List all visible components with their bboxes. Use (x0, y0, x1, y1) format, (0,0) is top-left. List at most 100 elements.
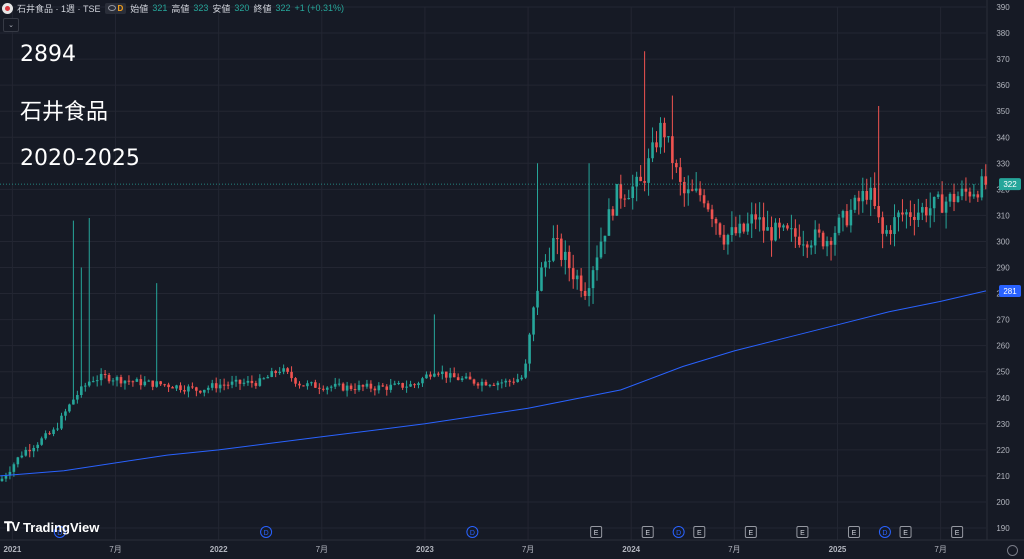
candle (76, 390, 79, 404)
tradingview-logo[interactable]: 𝐓V TradingView (4, 519, 99, 535)
candle (575, 269, 579, 290)
overlay-ticker: 2894 (20, 42, 76, 67)
candle (849, 199, 853, 233)
candle (393, 380, 397, 386)
candle (333, 377, 337, 390)
candle (694, 172, 698, 193)
last-price-label: 322 (1003, 180, 1017, 189)
candle (500, 379, 504, 389)
candle (16, 456, 20, 468)
candle (210, 379, 214, 391)
candle (282, 364, 285, 375)
candle (948, 192, 952, 207)
candle (405, 380, 408, 393)
dividend-marker (878, 526, 891, 538)
candle (425, 371, 428, 379)
candle (488, 383, 492, 388)
candle (853, 194, 857, 213)
candle (274, 369, 277, 378)
candle (679, 157, 682, 196)
candle (40, 436, 43, 446)
candle (817, 223, 821, 238)
candle (944, 196, 948, 229)
x-tick-label: 2025 (829, 545, 847, 554)
earnings-marker (641, 526, 654, 538)
candle (659, 117, 662, 154)
dividend-marker (260, 526, 273, 538)
candle (179, 382, 182, 393)
candle (877, 105, 880, 224)
y-tick-label: 260 (996, 342, 1010, 351)
earnings-marker (951, 526, 964, 538)
candle (964, 177, 968, 201)
candle (206, 385, 210, 394)
candle (924, 198, 928, 223)
candle (20, 451, 24, 459)
candle (508, 379, 512, 387)
candle (496, 380, 500, 391)
earnings-marker (590, 526, 603, 538)
dividend-marker-label: D (57, 530, 62, 537)
visibility-toggle[interactable]: D (104, 2, 127, 14)
candle (528, 332, 531, 372)
candle (698, 181, 702, 202)
candle (321, 385, 325, 392)
candle (234, 375, 238, 387)
candle (143, 376, 147, 387)
candle (738, 214, 742, 238)
earnings-marker-label: E (955, 530, 960, 537)
collapse-legend-button[interactable]: ⌄ (3, 18, 19, 32)
candle (734, 216, 738, 236)
candle (444, 371, 448, 383)
candle (905, 209, 908, 229)
candle (790, 214, 793, 242)
change-value: +1 (+0.31%) (294, 3, 345, 13)
candle (238, 379, 242, 390)
candle (861, 177, 865, 213)
candle (413, 383, 416, 389)
candle (163, 383, 166, 387)
candle (976, 190, 980, 202)
symbol-logo-icon (2, 2, 13, 14)
candle (583, 282, 587, 300)
candle (857, 190, 861, 215)
candle (167, 382, 170, 393)
candle (365, 379, 369, 389)
overlay-period: 2020-2025 (20, 146, 140, 171)
candle (127, 375, 131, 385)
chart-header: 石井食品 · 1週 · TSE D 始値 321 高値 323 安値 320 終… (2, 1, 344, 15)
candle (91, 376, 95, 383)
candle (44, 430, 47, 440)
candle (24, 446, 28, 457)
candle (480, 378, 484, 392)
candle (409, 380, 412, 387)
candle (318, 383, 321, 395)
candle (813, 220, 817, 255)
y-tick-label: 330 (996, 159, 1010, 168)
candle (460, 375, 464, 382)
candle (619, 174, 623, 209)
candle (671, 95, 674, 180)
candle (801, 230, 805, 257)
symbol-title[interactable]: 石井食品 · 1週 · TSE (17, 3, 101, 14)
y-tick-label: 250 (996, 368, 1010, 377)
settings-gear-icon[interactable] (1007, 545, 1018, 556)
candle (833, 226, 837, 256)
candle (865, 178, 869, 205)
candle (214, 377, 218, 393)
open-label: 始値 (130, 3, 149, 14)
candle (310, 381, 313, 386)
candle (329, 385, 333, 392)
candle (952, 183, 956, 212)
candle (294, 377, 297, 387)
candle (706, 200, 710, 212)
candle (68, 403, 71, 413)
candle (968, 187, 972, 203)
candle (115, 375, 119, 387)
y-tick-label: 210 (996, 472, 1010, 481)
candle (928, 192, 932, 228)
candle (202, 389, 206, 397)
earnings-marker-label: E (697, 530, 702, 537)
